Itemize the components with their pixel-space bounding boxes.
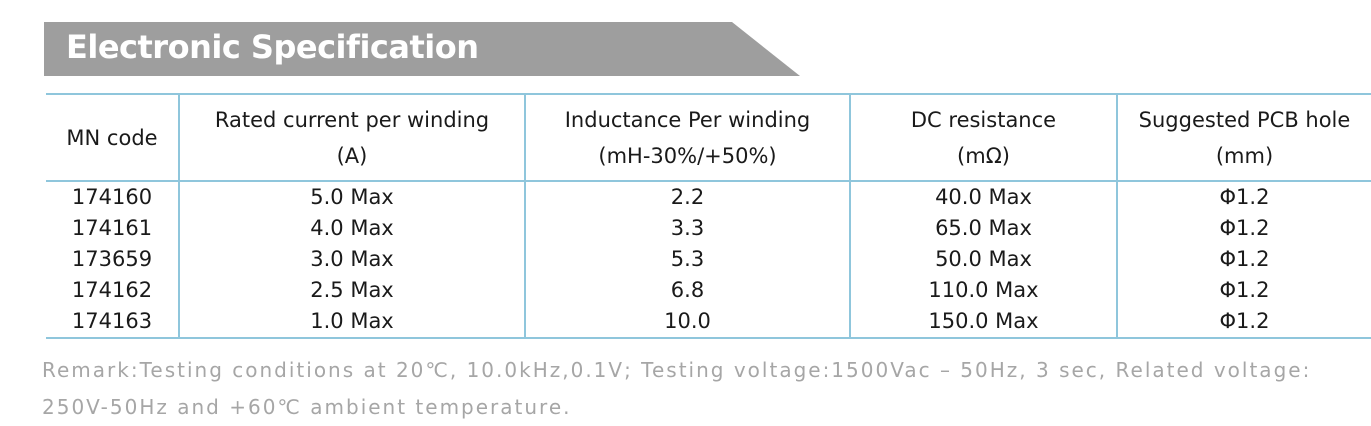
cell-rated-current: 4.0 Max: [178, 213, 525, 244]
page-title: Electronic Specification: [66, 28, 479, 66]
cell-dc-resistance: 40.0 Max: [849, 181, 1117, 213]
header-unit: (mΩ): [957, 143, 1010, 168]
cell-pcb-hole: Φ1.2: [1116, 181, 1371, 213]
header-unit: (mH-30%/+50%): [598, 143, 777, 168]
cell-mn-code: 174161: [71, 216, 153, 240]
cell-mn-code: 174163: [46, 306, 179, 339]
header-pcb-hole: Suggested PCB hole (mm): [1116, 93, 1371, 182]
cell-dc-resistance: 150.0 Max: [849, 306, 1117, 339]
table-row: 173659 3.0 Max 5.3 50.0 Max Φ1.2: [46, 244, 1371, 275]
cell-pcb-hole: Φ1.2: [1116, 244, 1371, 275]
title-banner: [44, 22, 800, 76]
cell-mn-code: 174160: [71, 185, 153, 209]
cell-inductance: 5.3: [524, 244, 850, 275]
table-row: 174163 1.0 Max 10.0 150.0 Max Φ1.2: [46, 306, 1371, 339]
cell-inductance: 3.3: [524, 213, 850, 244]
header-label: Suggested PCB hole: [1138, 107, 1351, 132]
cell-mn-code: 173659: [71, 247, 153, 271]
spec-table: MN code Rated current per winding (A) In…: [46, 93, 1371, 339]
cell-rated-current: 2.5 Max: [178, 275, 525, 306]
cell-rated-current: 5.0 Max: [178, 181, 525, 213]
cell-inductance: 6.8: [524, 275, 850, 306]
header-inductance: Inductance Per winding (mH-30%/+50%): [524, 93, 850, 182]
table-row: 174160 5.0 Max 2.2 40.0 Max Φ1.2: [46, 181, 1371, 213]
header-unit: (mm): [1215, 143, 1274, 168]
cell-inductance: 10.0: [524, 306, 850, 339]
cell-pcb-hole: Φ1.2: [1116, 306, 1371, 339]
header-label: Rated current per winding: [214, 107, 490, 132]
cell-rated-current: 1.0 Max: [178, 306, 525, 339]
cell-dc-resistance: 110.0 Max: [849, 275, 1117, 306]
header-label: Inductance Per winding: [564, 107, 811, 132]
header-unit: (A): [336, 143, 368, 168]
header-rated-current: Rated current per winding (A): [178, 93, 525, 182]
cell-pcb-hole: Φ1.2: [1116, 275, 1371, 306]
cell-pcb-hole: Φ1.2: [1116, 213, 1371, 244]
cell-mn-code: 174162: [71, 278, 153, 302]
cell-dc-resistance: 65.0 Max: [849, 213, 1117, 244]
remark-note: Remark:Testing conditions at 20℃, 10.0kH…: [42, 352, 1367, 426]
cell-rated-current: 3.0 Max: [178, 244, 525, 275]
table-header-row: MN code Rated current per winding (A) In…: [46, 93, 1371, 182]
table-row: 174161 4.0 Max 3.3 65.0 Max Φ1.2: [46, 213, 1371, 244]
table-row: 174162 2.5 Max 6.8 110.0 Max Φ1.2: [46, 275, 1371, 306]
header-dc-resistance: DC resistance (mΩ): [849, 93, 1117, 182]
header-mn-code: MN code: [46, 93, 179, 182]
header-label: MN code: [66, 125, 158, 150]
remark-line: Remark:Testing conditions at 20℃, 10.0kH…: [42, 358, 1312, 382]
cell-inductance: 2.2: [524, 181, 850, 213]
remark-line: 250V-50Hz and +60℃ ambient temperature.: [42, 395, 572, 419]
cell-dc-resistance: 50.0 Max: [849, 244, 1117, 275]
header-label: DC resistance: [910, 107, 1057, 132]
